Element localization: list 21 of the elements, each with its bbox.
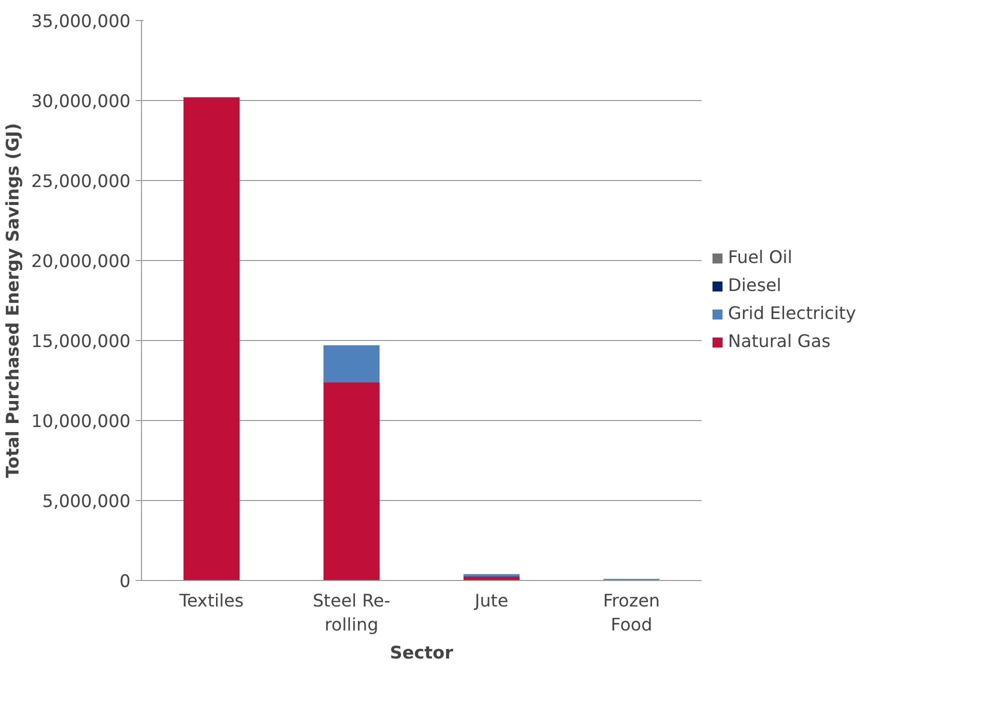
y-tick-label: 30,000,000 — [31, 92, 131, 112]
y-tick-label: 25,000,000 — [31, 172, 131, 192]
y-tick-label: 5,000,000 — [42, 492, 131, 512]
legend-label: Diesel — [728, 276, 782, 296]
x-tick-label: Jute — [474, 592, 508, 612]
bar — [324, 345, 380, 382]
bar — [324, 382, 380, 580]
y-tick-label: 20,000,000 — [31, 252, 131, 272]
x-tick-label: Steel Re-rolling — [312, 592, 390, 636]
y-tick-label: 15,000,000 — [31, 332, 131, 352]
y-axis-title: Total Purchased Energy Savings (GJ) — [3, 123, 24, 478]
y-tick-label: 35,000,000 — [31, 12, 131, 32]
legend-label: Natural Gas — [728, 332, 830, 352]
x-tick-label: Textiles — [178, 592, 244, 612]
x-axis-title: Sector — [390, 644, 454, 664]
legend-label: Grid Electricity — [728, 304, 856, 324]
y-tick-label: 0 — [119, 572, 131, 592]
y-tick-label: 10,000,000 — [31, 412, 131, 432]
legend-label: Fuel Oil — [728, 248, 792, 268]
x-tick-label: Frozen Food — [603, 592, 660, 636]
bar — [184, 97, 240, 580]
